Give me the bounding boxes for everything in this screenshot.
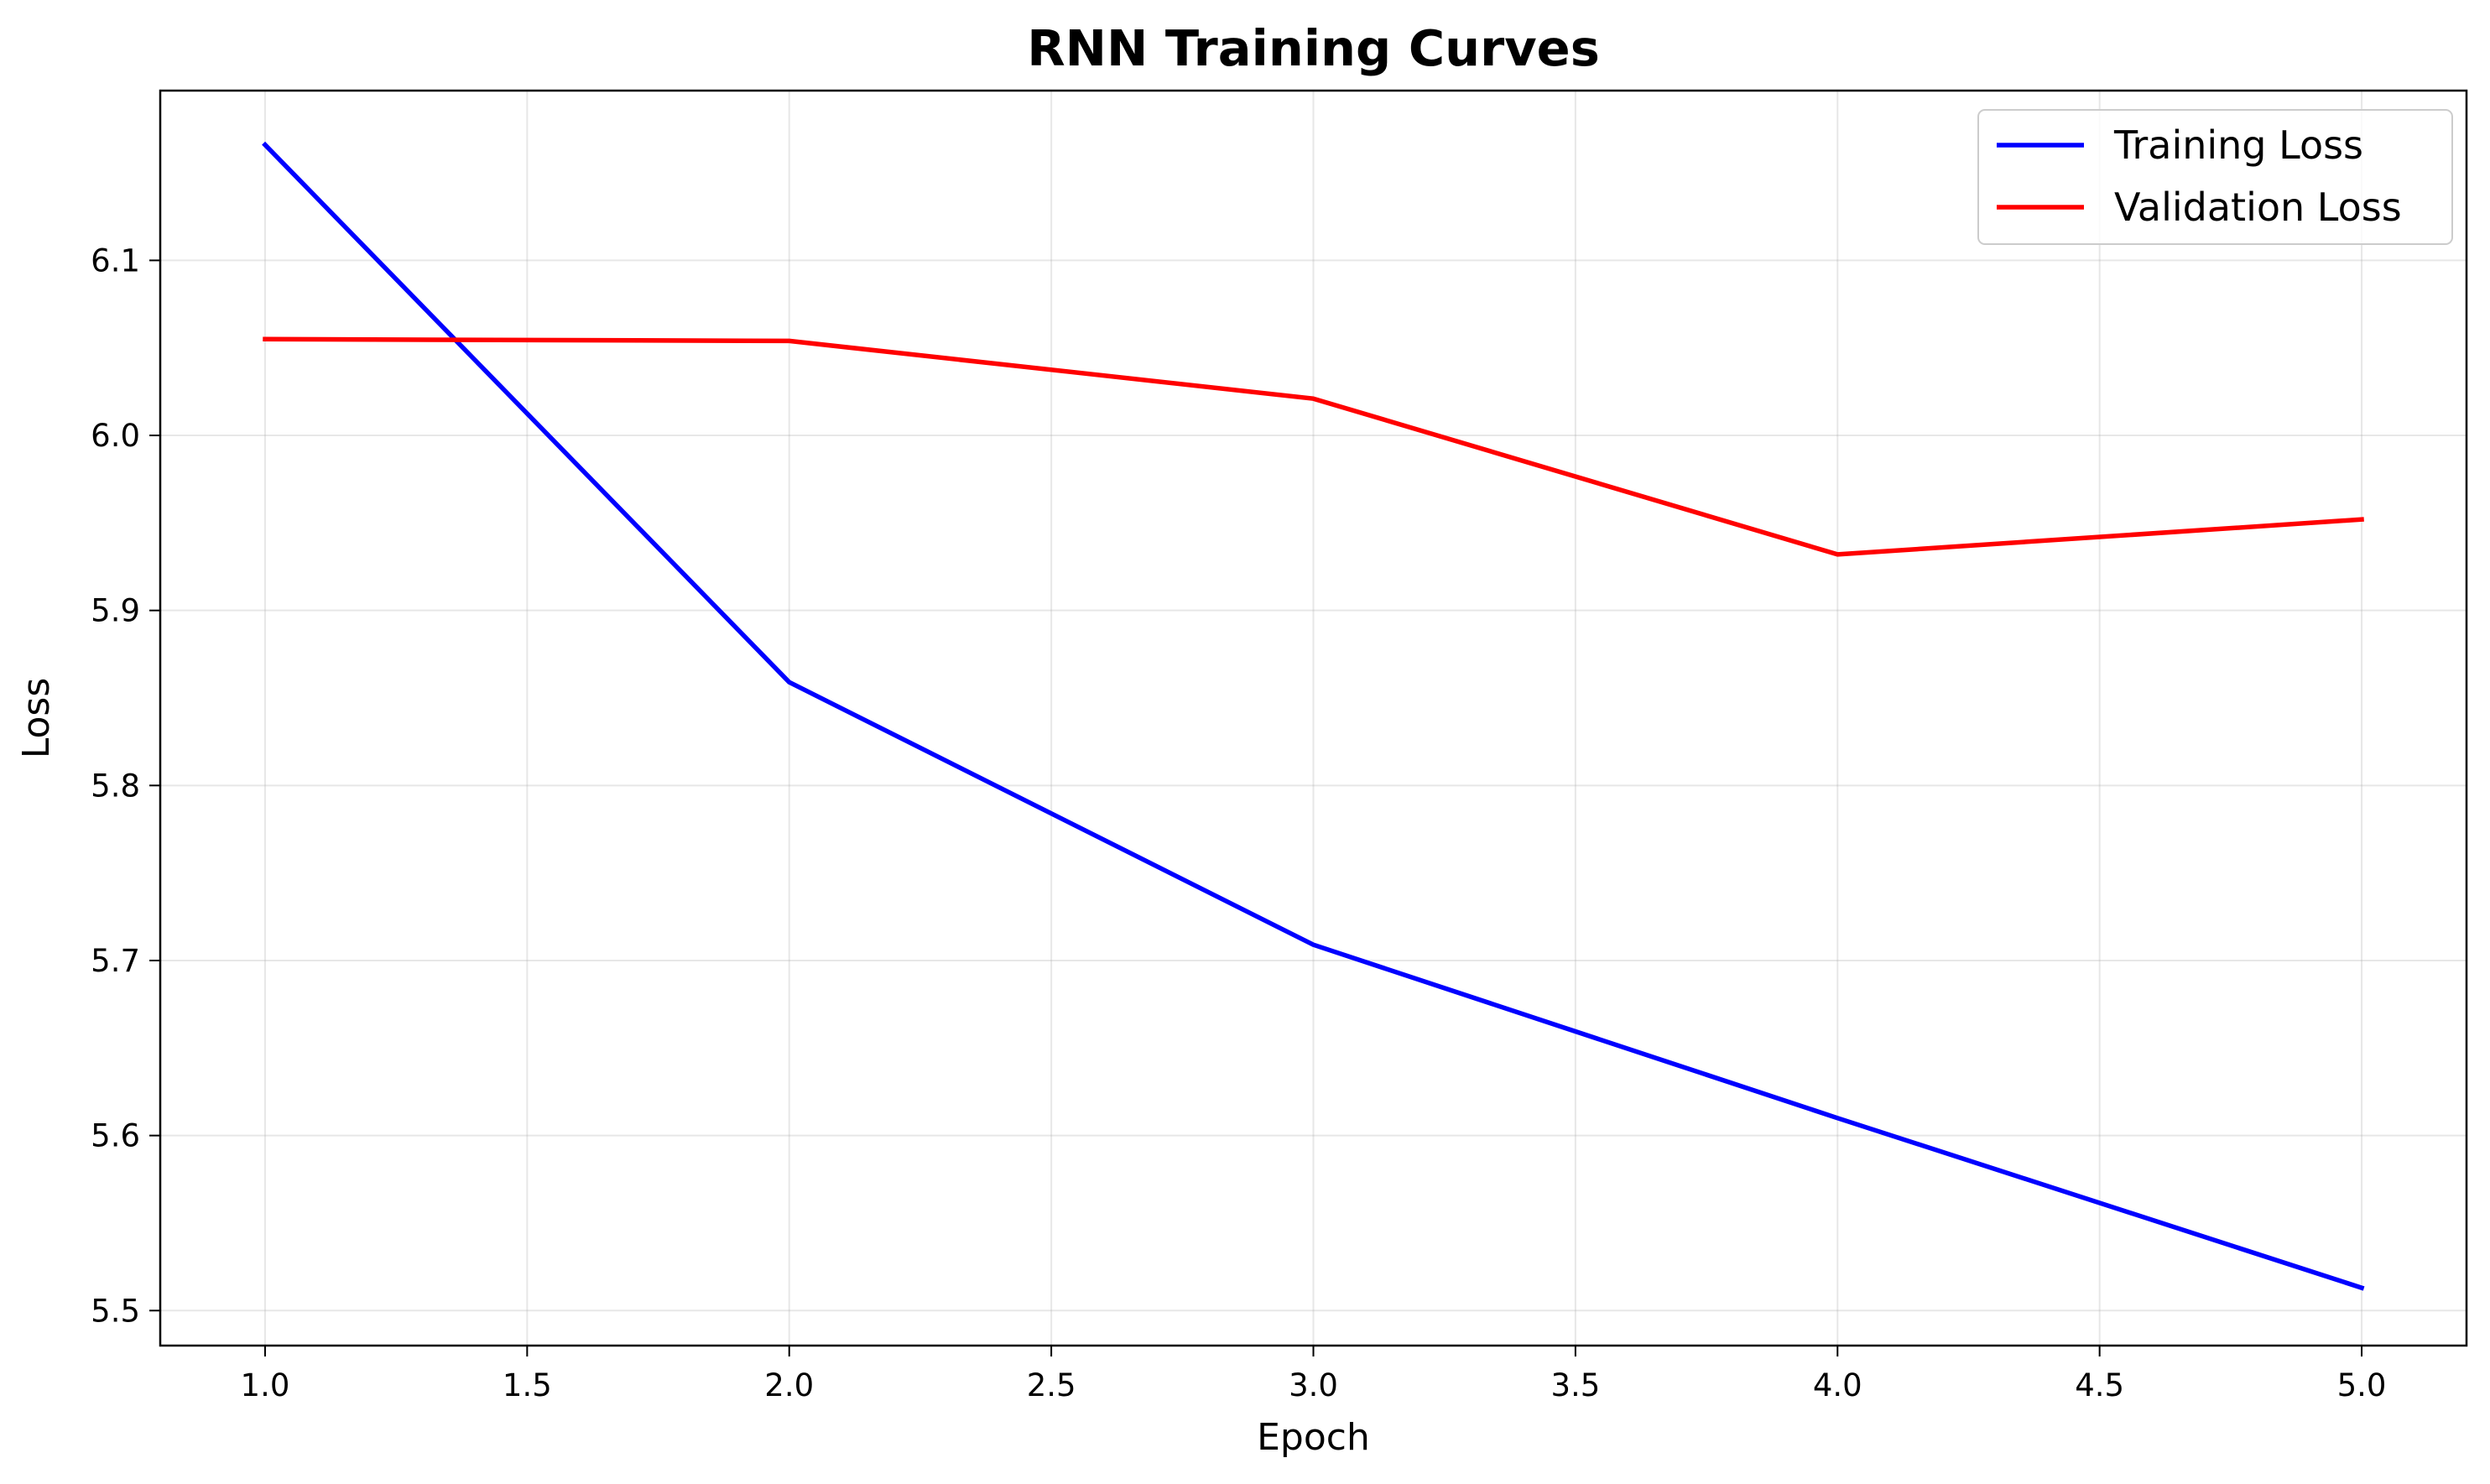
x-axis-label: Epoch [1257,1416,1370,1459]
x-tick-label: 3.0 [1289,1367,1338,1403]
y-tick-label: 5.8 [91,768,140,804]
y-tick-label: 6.1 [91,242,140,279]
y-tick-label: 5.9 [91,593,140,629]
x-tick-label: 2.0 [764,1367,814,1403]
y-tick-label: 5.7 [91,943,140,979]
chart-title: RNN Training Curves [1027,19,1600,77]
x-tick-label: 3.5 [1550,1367,1600,1403]
y-tick-label: 5.6 [91,1118,140,1154]
legend-box [1977,109,2453,245]
x-tick-label: 2.5 [1027,1367,1076,1403]
x-tick-label: 4.5 [2075,1367,2124,1403]
x-tick-label: 4.0 [1813,1367,1862,1403]
x-tick-label: 1.0 [241,1367,290,1403]
x-tick-label: 5.0 [2337,1367,2387,1403]
legend: Training Loss Validation Loss [1977,109,2453,245]
y-tick-label: 5.5 [91,1293,140,1329]
ticks: 1.0 1.5 2.0 2.5 3.0 3.5 4.0 4.5 5.0 5.5 5.6 5.7 5.8 5… [91,242,2386,1403]
y-tick-label: 6.0 [91,418,140,454]
legend-label-validation-loss: Validation Loss [2114,185,2402,230]
series-line-training-loss [262,141,2365,1291]
y-axis-label: Loss [15,678,58,759]
series-lines [262,141,2365,1291]
x-tick-label: 1.5 [503,1367,552,1403]
grid [160,91,2467,1346]
series-line-validation-loss [263,336,2364,557]
legend-label-training-loss: Training Loss [2113,122,2363,168]
